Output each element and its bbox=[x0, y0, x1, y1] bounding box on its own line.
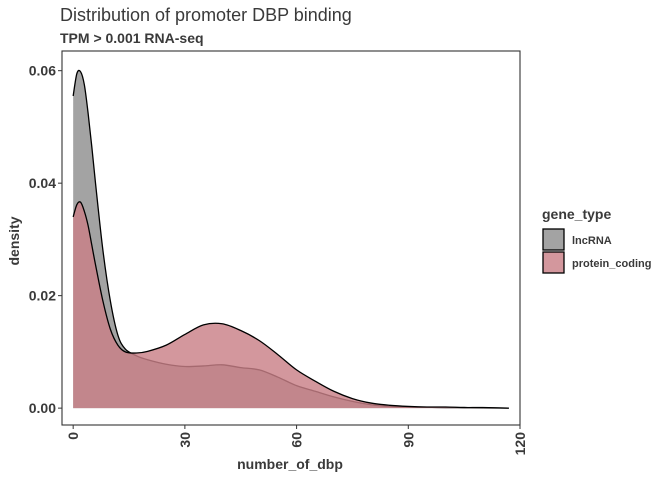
chart-subtitle: TPM > 0.001 RNA-seq bbox=[60, 30, 204, 46]
x-tick-label: 0 bbox=[65, 432, 81, 440]
legend-label-lncrna: lncRNA bbox=[572, 235, 612, 247]
y-tick-label: 0.04 bbox=[29, 175, 56, 191]
x-tick-label: 90 bbox=[400, 432, 416, 448]
legend-key-lncrna bbox=[542, 228, 565, 251]
y-tick-label: 0.06 bbox=[29, 63, 56, 79]
y-axis-title: density bbox=[6, 216, 22, 265]
y-tick-label: 0.00 bbox=[29, 400, 56, 416]
plot-panel bbox=[61, 50, 521, 426]
x-tick-label: 60 bbox=[289, 432, 305, 448]
density-areas bbox=[72, 69, 509, 409]
legend-label-protein-coding: protein_coding bbox=[572, 258, 651, 270]
x-axis-title: number_of_dbp bbox=[237, 456, 343, 472]
chart-title: Distribution of promoter DBP binding bbox=[60, 5, 352, 25]
y-tick-label: 0.02 bbox=[29, 288, 56, 304]
legend: gene_type lncRNA protein_coding bbox=[542, 206, 651, 274]
legend-key-protein-coding bbox=[542, 251, 565, 274]
legend-title: gene_type bbox=[542, 206, 611, 222]
x-tick-label: 30 bbox=[177, 432, 193, 448]
protein-coding-density-line bbox=[72, 201, 509, 409]
x-tick-label: 120 bbox=[512, 432, 528, 456]
x-axis: 0 30 60 90 120 bbox=[65, 425, 528, 455]
protein-coding-density-area bbox=[73, 201, 509, 409]
y-axis: 0.00 0.02 0.04 0.06 bbox=[29, 63, 62, 416]
